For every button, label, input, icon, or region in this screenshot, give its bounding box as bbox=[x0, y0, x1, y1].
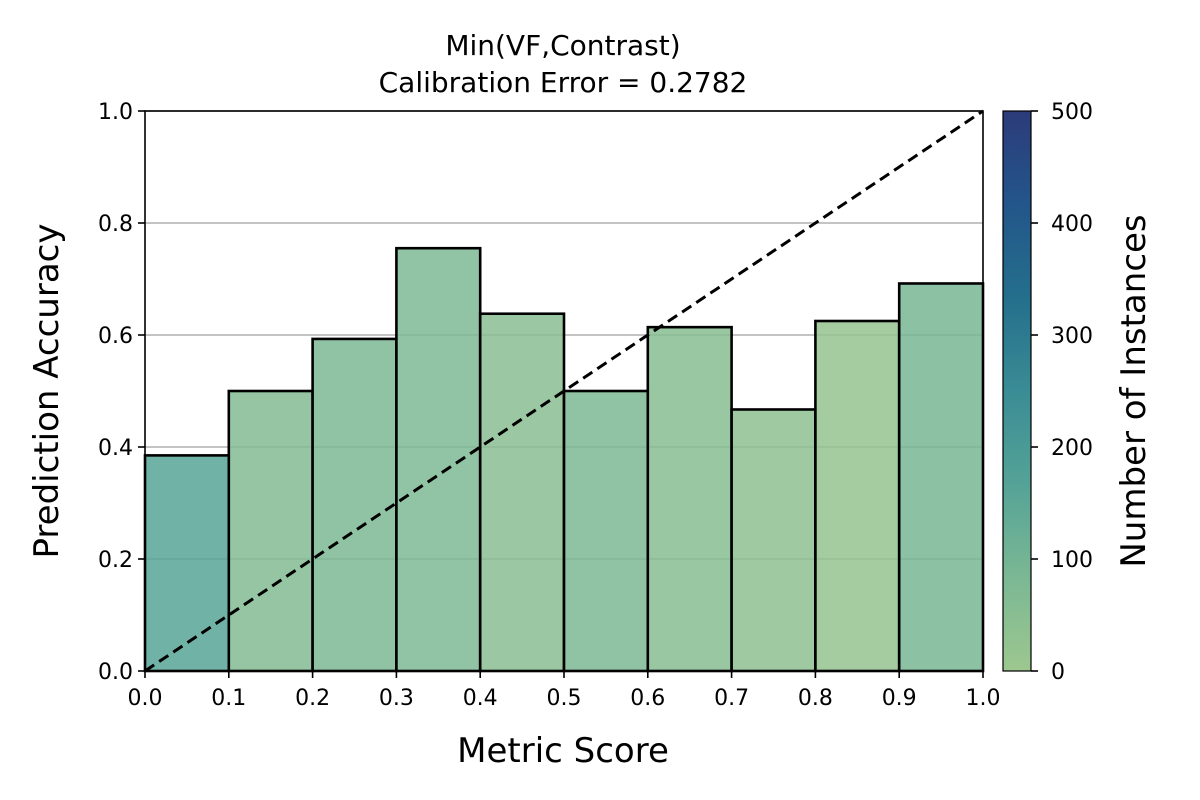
bar bbox=[311, 337, 398, 673]
bar bbox=[897, 282, 985, 673]
colorbar-tick-label: 400 bbox=[1051, 212, 1093, 237]
chart-title: Min(VF,Contrast) bbox=[445, 29, 680, 62]
bars bbox=[143, 246, 985, 673]
colorbar-tick-label: 100 bbox=[1051, 548, 1093, 573]
bar bbox=[143, 454, 231, 673]
y-tick-label: 0.6 bbox=[98, 324, 133, 349]
bar bbox=[478, 312, 566, 673]
x-tick-label: 0.7 bbox=[714, 686, 749, 711]
bar bbox=[730, 408, 817, 673]
bar bbox=[814, 319, 901, 673]
x-tick-label: 0.4 bbox=[463, 686, 498, 711]
x-axis-label: Metric Score bbox=[457, 731, 669, 771]
x-tick-label: 0.2 bbox=[295, 686, 330, 711]
x-tick-label: 0.1 bbox=[211, 686, 246, 711]
y-tick-label: 0.0 bbox=[98, 660, 133, 685]
y-tick-label: 1.0 bbox=[98, 100, 133, 125]
colorbar-ticks: 0 100 200 300 400 500 bbox=[1031, 100, 1093, 685]
bar bbox=[227, 389, 314, 673]
y-tick-label: 0.8 bbox=[98, 212, 133, 237]
bar bbox=[395, 246, 482, 673]
colorbar-tick-label: 300 bbox=[1051, 324, 1093, 349]
colorbar-label: Number of Instances bbox=[1114, 214, 1154, 567]
x-tick-label: 0.8 bbox=[798, 686, 833, 711]
colorbar-tick-label: 500 bbox=[1051, 100, 1093, 125]
colorbar bbox=[1002, 110, 1032, 672]
y-axis-ticks: 0.0 0.2 0.4 0.6 0.8 1.0 bbox=[98, 100, 145, 685]
y-axis-label: Prediction Accuracy bbox=[27, 224, 67, 559]
x-tick-label: 0.9 bbox=[882, 686, 917, 711]
bar bbox=[646, 325, 733, 673]
x-tick-label: 1.0 bbox=[966, 686, 1001, 711]
bar bbox=[562, 389, 650, 673]
x-tick-label: 0.3 bbox=[379, 686, 414, 711]
x-tick-label: 0.6 bbox=[630, 686, 665, 711]
colorbar-tick-label: 200 bbox=[1051, 436, 1093, 461]
chart-subtitle: Calibration Error = 0.2782 bbox=[379, 66, 748, 99]
x-tick-label: 0.5 bbox=[547, 686, 582, 711]
perfect-calibration-line bbox=[144, 109, 984, 673]
y-tick-label: 0.4 bbox=[98, 436, 133, 461]
x-tick-label: 0.0 bbox=[128, 686, 163, 711]
colorbar-tick-label: 0 bbox=[1051, 660, 1065, 685]
x-axis-ticks: 0.0 0.1 0.2 0.3 0.4 0.5 0.6 0.7 0.8 0.9 1.0 bbox=[128, 671, 1001, 711]
y-tick-label: 0.2 bbox=[98, 548, 133, 573]
